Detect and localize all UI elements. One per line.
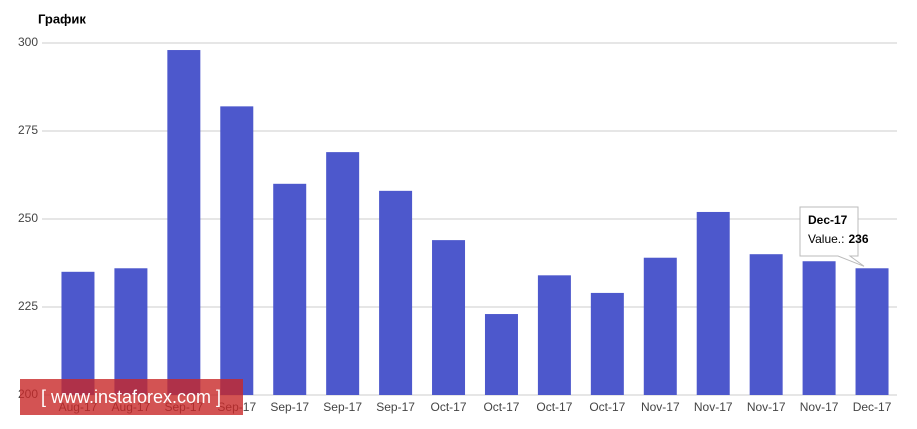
bar	[273, 183, 307, 395]
bar	[326, 152, 360, 395]
tooltip-box	[799, 206, 865, 267]
x-tick-label: Sep-17	[376, 400, 415, 414]
bar	[643, 257, 677, 395]
x-tick-label: Oct-17	[483, 400, 519, 414]
bar	[590, 292, 624, 395]
x-tick-label: Oct-17	[431, 400, 467, 414]
bar	[696, 211, 730, 395]
bar	[379, 190, 413, 395]
bar	[749, 254, 783, 395]
watermark-box	[20, 379, 243, 415]
tooltip-category: Dec-17	[808, 213, 848, 227]
x-tick-label: Nov-17	[747, 400, 786, 414]
x-tick-label: Nov-17	[694, 400, 733, 414]
bar	[167, 50, 201, 395]
tooltip-number: 236	[848, 232, 868, 246]
y-tick-label: 225	[18, 299, 38, 313]
bar	[432, 240, 466, 395]
y-tick-label: 250	[18, 211, 38, 225]
bar	[114, 268, 148, 395]
tooltip-value: Value.: 236	[808, 232, 869, 246]
x-tick-label: Nov-17	[800, 400, 839, 414]
bar	[802, 261, 836, 395]
x-tick-label: Nov-17	[641, 400, 680, 414]
x-tick-label: Dec-17	[853, 400, 892, 414]
y-tick-label: 275	[18, 123, 38, 137]
bar	[484, 314, 518, 395]
x-tick-label: Oct-17	[536, 400, 572, 414]
watermark: [ www.instaforex.com ]	[41, 387, 221, 407]
x-tick-label: Oct-17	[589, 400, 625, 414]
chart-title: График	[38, 11, 86, 26]
bar	[220, 106, 254, 396]
tooltip-label: Value.:	[808, 232, 844, 246]
bar	[537, 275, 571, 395]
x-tick-label: Sep-17	[323, 400, 362, 414]
bar	[855, 268, 889, 395]
x-tick-label: Sep-17	[270, 400, 309, 414]
y-tick-label: 300	[18, 35, 38, 49]
bar	[61, 271, 95, 395]
